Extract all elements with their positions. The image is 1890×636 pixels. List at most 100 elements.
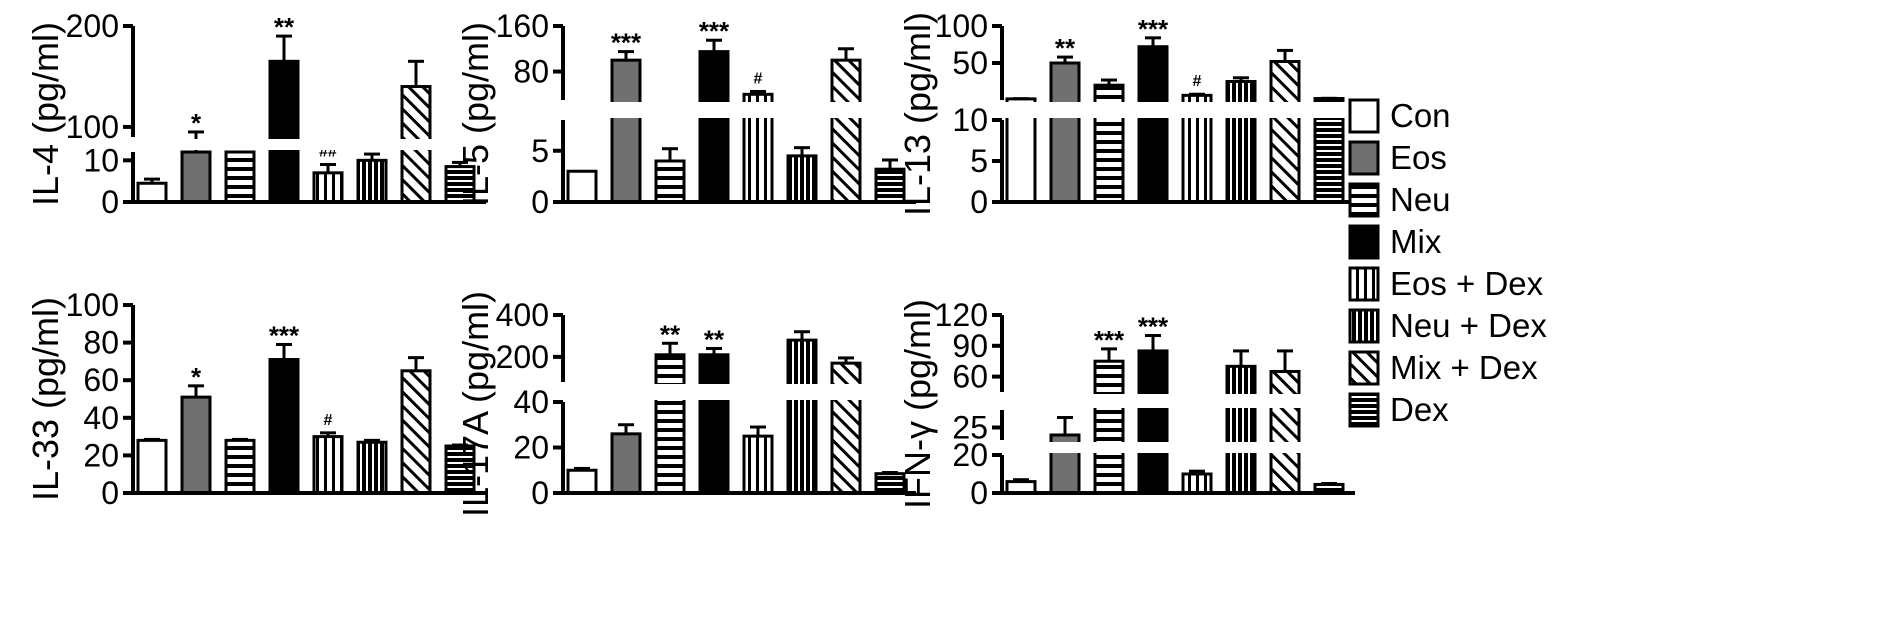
legend-swatch bbox=[1348, 266, 1380, 302]
legend-swatch bbox=[1348, 140, 1380, 176]
bar bbox=[1181, 472, 1213, 495]
significance-marker: ** bbox=[704, 325, 725, 355]
legend-label: Mix bbox=[1390, 223, 1442, 260]
bar bbox=[180, 395, 212, 495]
y-tick-label: 10 bbox=[952, 102, 988, 138]
y-tick-label: 20 bbox=[513, 430, 549, 466]
legend-swatch bbox=[1348, 392, 1380, 428]
bar bbox=[1269, 369, 1301, 495]
y-tick-label: 200 bbox=[66, 8, 119, 44]
bar bbox=[610, 432, 642, 495]
bar bbox=[566, 468, 598, 495]
y-tick-label: 160 bbox=[496, 8, 549, 44]
significance-marker: # bbox=[324, 412, 333, 429]
axis-break-gap bbox=[1005, 394, 1361, 408]
bar bbox=[1225, 80, 1257, 204]
bar bbox=[268, 59, 300, 204]
y-tick-label: 0 bbox=[970, 184, 988, 220]
y-tick-label: 80 bbox=[513, 54, 549, 90]
bar bbox=[654, 159, 686, 204]
significance-marker: ** bbox=[660, 319, 681, 349]
significance-marker: *** bbox=[269, 320, 300, 350]
y-tick-label: 20 bbox=[83, 437, 119, 473]
y-tick-label: 60 bbox=[952, 359, 988, 395]
significance-marker: # bbox=[1193, 73, 1202, 90]
y-tick-label: 50 bbox=[952, 45, 988, 81]
bar bbox=[268, 358, 300, 495]
y-tick-label: 100 bbox=[66, 287, 119, 323]
legend-label: Mix + Dex bbox=[1390, 349, 1538, 386]
y-tick-label: 0 bbox=[531, 475, 549, 511]
bar bbox=[1093, 359, 1125, 495]
significance-marker: ** bbox=[274, 12, 295, 42]
legend-label: Eos bbox=[1390, 139, 1447, 176]
axis-break-gap bbox=[1005, 442, 1361, 453]
significance-marker: * bbox=[191, 108, 202, 138]
y-tick-label: 60 bbox=[83, 362, 119, 398]
y-axis-label: IL-33 (pg/ml) bbox=[25, 297, 66, 501]
y-tick-label: 40 bbox=[513, 384, 549, 420]
legend: Con Eos Neu Mix Eos + Dex Neu + Dex Mix + Dex D… bbox=[1348, 97, 1547, 428]
legend-swatch bbox=[1348, 98, 1380, 134]
axis-break-gap bbox=[566, 102, 922, 118]
y-tick-label: 0 bbox=[531, 184, 549, 220]
bar bbox=[1225, 364, 1257, 495]
bar bbox=[356, 440, 388, 495]
axis-break-gap bbox=[136, 139, 492, 150]
y-tick-label: 25 bbox=[952, 410, 988, 446]
significance-marker: *** bbox=[1138, 14, 1169, 44]
y-axis-label: IL-5 (pg/ml) bbox=[455, 22, 496, 206]
y-axis-label: IL-17A (pg/ml) bbox=[455, 291, 496, 517]
bar bbox=[400, 369, 432, 495]
bar bbox=[136, 181, 168, 204]
bar bbox=[1137, 45, 1169, 204]
y-tick-label: 0 bbox=[101, 184, 119, 220]
legend-swatch bbox=[1348, 308, 1380, 344]
bar bbox=[224, 438, 256, 495]
bar bbox=[566, 169, 598, 204]
bar bbox=[1269, 60, 1301, 204]
y-axis-label: IL-13 (pg/ml) bbox=[897, 12, 938, 216]
significance-marker: * bbox=[191, 362, 202, 392]
y-tick-label: 100 bbox=[66, 109, 119, 145]
bar bbox=[698, 50, 730, 204]
y-tick-label: 20 bbox=[952, 437, 988, 473]
bar bbox=[742, 434, 774, 495]
bar bbox=[698, 353, 730, 495]
axis-break-gap bbox=[1005, 102, 1361, 118]
y-axis-label: IL-4 (pg/ml) bbox=[25, 22, 66, 206]
bar bbox=[830, 361, 862, 495]
bar bbox=[1049, 61, 1081, 204]
bar bbox=[786, 154, 818, 204]
y-tick-label: 120 bbox=[935, 297, 988, 333]
y-axis-label: IFN-γ (pg/ml) bbox=[897, 299, 938, 509]
y-tick-label: 100 bbox=[935, 8, 988, 44]
significance-marker: *** bbox=[611, 28, 642, 58]
bar bbox=[654, 353, 686, 495]
y-tick-label: 200 bbox=[496, 339, 549, 375]
y-tick-label: 5 bbox=[970, 143, 988, 179]
bar bbox=[356, 158, 388, 204]
y-tick-label: 80 bbox=[83, 325, 119, 361]
significance-marker: # bbox=[754, 70, 763, 87]
bar bbox=[312, 171, 344, 204]
legend-label: Con bbox=[1390, 97, 1451, 134]
bar bbox=[312, 435, 344, 495]
legend-label: Neu bbox=[1390, 181, 1451, 218]
y-tick-label: 0 bbox=[970, 475, 988, 511]
bar bbox=[1137, 349, 1169, 495]
bar bbox=[180, 150, 212, 204]
legend-swatch bbox=[1348, 350, 1380, 386]
legend-label: Eos + Dex bbox=[1390, 265, 1544, 302]
legend-swatch bbox=[1348, 224, 1380, 260]
axis-break-gap bbox=[566, 384, 922, 400]
significance-marker: *** bbox=[699, 16, 730, 46]
y-tick-label: 400 bbox=[496, 297, 549, 333]
legend-label: Dex bbox=[1390, 391, 1449, 428]
significance-marker: ** bbox=[1055, 33, 1076, 63]
